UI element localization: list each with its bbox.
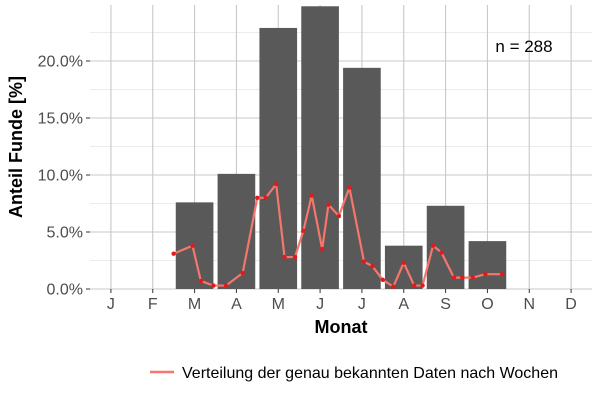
line-point-19: [370, 264, 375, 269]
x-tick-label: A: [231, 296, 242, 313]
line-point-24: [420, 283, 425, 288]
line-point-11: [292, 254, 298, 260]
line-point-17: [347, 185, 352, 190]
x-tick-label: F: [148, 296, 158, 313]
bar-4: [217, 173, 256, 289]
x-tick-label: M: [188, 296, 201, 313]
line-point-4: [211, 283, 216, 288]
x-tick-label: M: [272, 296, 285, 313]
legend-label: Verteilung der genau bekannten Daten nac…: [182, 365, 558, 382]
line-point-21: [391, 284, 396, 289]
line-point-25: [430, 243, 436, 248]
legend: Verteilung der genau bekannten Daten nac…: [150, 365, 558, 382]
line-point-31: [499, 271, 505, 277]
y-tick-label: 5.0%: [47, 225, 83, 242]
weekly-line: [171, 181, 505, 289]
line-point-2: [190, 243, 195, 248]
line-point-13: [309, 193, 314, 198]
x-tick-label: A: [398, 296, 409, 313]
line-point-12: [301, 228, 306, 234]
line-point-16: [336, 213, 342, 219]
x-tick-label: O: [481, 296, 493, 313]
bars: [175, 6, 507, 290]
y-tick-label: 15.0%: [38, 111, 83, 128]
line-point-15: [326, 202, 331, 207]
bar-5: [259, 27, 298, 289]
bar-6: [301, 6, 339, 290]
line-point-8: [263, 195, 268, 200]
line-point-9: [273, 181, 279, 187]
line-point-6: [240, 270, 245, 276]
y-tick-label: 10.0%: [38, 168, 83, 185]
line-point-28: [460, 275, 465, 280]
x-tick-label: J: [358, 296, 366, 313]
bar-8: [384, 245, 423, 289]
x-axis-title: Monat: [315, 317, 368, 337]
line-point-5: [223, 283, 229, 288]
y-tick-label: 20.0%: [38, 54, 83, 71]
x-tick-label: S: [440, 296, 451, 313]
line-point-29: [470, 275, 475, 280]
line-point-27: [451, 275, 457, 280]
line-point-20: [380, 277, 386, 283]
x-tick-label: J: [107, 296, 115, 313]
x-tick-label: D: [565, 296, 577, 313]
line-point-14: [319, 246, 325, 252]
annotation-n: n = 288: [495, 37, 552, 56]
line-point-10: [282, 254, 287, 260]
line-point-23: [412, 283, 417, 288]
line-point-3: [198, 278, 204, 284]
line-point-26: [439, 250, 444, 255]
bar-10: [468, 241, 507, 289]
x-tick-label: N: [523, 296, 535, 313]
line-point-22: [401, 260, 406, 265]
line-point-30: [483, 271, 488, 277]
line-point-18: [361, 259, 367, 264]
line-point-1: [171, 251, 176, 256]
x-tick-label: J: [316, 296, 324, 313]
y-tick-label: 0.0%: [47, 282, 83, 299]
line-point-7: [255, 195, 260, 200]
y-axis-title: Anteil Funde [%]: [6, 76, 26, 218]
y-tick-labels: 0.0% 5.0% 10.0% 15.0% 20.0%: [38, 54, 90, 299]
